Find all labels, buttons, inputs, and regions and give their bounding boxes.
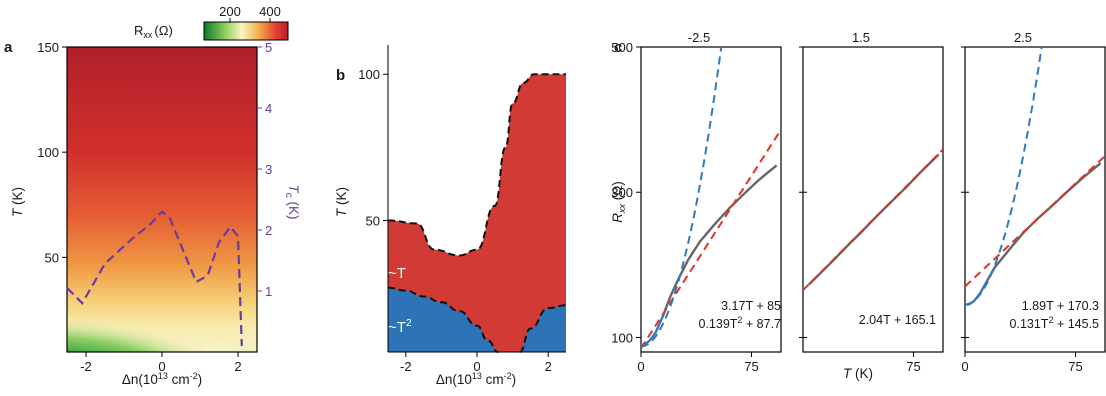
y-tick-label: 300	[611, 185, 633, 200]
y-tick-label: 100	[611, 330, 633, 345]
subplot-frame	[802, 46, 944, 353]
panel-b-xlabel: Δn(1013 cm-2)	[436, 371, 516, 387]
heatmap	[67, 47, 257, 352]
region-quadratic-label: ~T2	[388, 318, 412, 336]
quadratic-fit-line	[641, 47, 723, 348]
subplot-lines	[803, 148, 943, 291]
data-curve	[808, 153, 940, 286]
y-tick-label: 150	[37, 40, 59, 55]
x-tick-label: -2	[400, 359, 412, 374]
subplot-title: 2.5	[1014, 30, 1032, 45]
subplot-title: -2.5	[688, 30, 710, 45]
boundary-quadratic-right	[519, 304, 567, 353]
region-linear-label: ~T	[388, 265, 406, 282]
subplot-lines	[641, 47, 781, 349]
y2-tick-label: 4	[265, 101, 272, 116]
region-quadratic-left	[388, 287, 499, 352]
panel-b-ylabel: T (K)	[334, 187, 349, 217]
colorbar: Rxx (Ω) 200 400	[134, 4, 289, 41]
panel-c-xlabel: T (K)	[843, 366, 873, 381]
region-quadratic-right	[519, 305, 566, 352]
x-tick-label: 0	[637, 359, 644, 374]
subplot-title: 1.5	[852, 30, 870, 45]
subplot-frame	[964, 46, 1106, 353]
boundary-quadratic-left	[387, 286, 499, 353]
y-tick-label: 100	[37, 145, 59, 160]
subplot-lines	[965, 47, 1105, 306]
y-tick-label: 500	[611, 40, 633, 55]
linear-fit-line	[965, 155, 1105, 288]
y2-tick-label: 1	[265, 284, 272, 299]
data-curve	[986, 162, 1102, 282]
x-tick-label: 0	[961, 359, 968, 374]
x-tick-label: 2	[234, 359, 241, 374]
panel-c-letter: c	[614, 39, 622, 56]
y2-tick-label: 5	[265, 40, 272, 55]
colorbar-tick-400: 400	[259, 4, 281, 19]
y2-tick-label: 3	[265, 162, 272, 177]
panel-c-ylabel: Rxx (Ω)	[610, 181, 627, 223]
quadratic-fit-line	[965, 47, 1043, 306]
y-tick-label: 50	[366, 213, 380, 228]
phase-regions	[387, 73, 567, 353]
x-tick-label: 2	[545, 359, 552, 374]
y-tick-label: 50	[45, 250, 59, 265]
colorbar-tick-200: 200	[219, 4, 241, 19]
fit-annotation-3-linear: 1.89T + 170.3	[1022, 299, 1099, 313]
region-linear	[388, 74, 566, 352]
panel-a-ylabel: T (K)	[10, 187, 25, 217]
boundary-linear	[387, 73, 566, 257]
colorbar-label: Rxx (Ω)	[134, 23, 173, 40]
subplot-frame	[640, 46, 782, 353]
linear-fit-line	[803, 148, 943, 291]
tc-dashed-line	[66, 210, 243, 346]
x-tick-label: 75	[1068, 359, 1082, 374]
fit-annotation-1-quadratic: 0.139T2 + 87.7	[698, 315, 781, 331]
y-tick-label: 100	[358, 67, 380, 82]
fit-annotation-3-quadratic: 0.131T2 + 145.5	[1010, 315, 1100, 331]
x-tick-label: 0	[158, 359, 165, 374]
y2-tick-label: 2	[265, 223, 272, 238]
fit-annotation-2-linear: 2.04T + 165.1	[859, 313, 936, 327]
x-tick-label: 0	[473, 359, 480, 374]
data-curve	[661, 164, 778, 317]
x-tick-label: 75	[744, 359, 758, 374]
panel-a-y2label: Tc (K)	[283, 185, 301, 220]
panel-a-letter: a	[4, 39, 13, 56]
panel-a-axes: -2 0 2 50 100 150 1 2 3 4 5	[37, 40, 272, 374]
x-tick-label: 75	[906, 359, 920, 374]
x-tick-label: -2	[80, 359, 92, 374]
panel-c-axes: -2.5 100 300 500 0 75 1.5 75 2.5 0 75	[611, 30, 1106, 374]
fit-annotation-1-linear: 3.17T + 85	[721, 299, 781, 313]
panel-b-axes: -2 0 2 50 100	[358, 45, 566, 374]
data-curve-lowT	[966, 280, 989, 306]
linear-fit-line	[641, 129, 781, 349]
panel-a-xlabel: Δn(1013 cm-2)	[122, 371, 202, 387]
colorbar-gradient	[203, 21, 289, 41]
panel-b-letter: b	[336, 67, 345, 84]
